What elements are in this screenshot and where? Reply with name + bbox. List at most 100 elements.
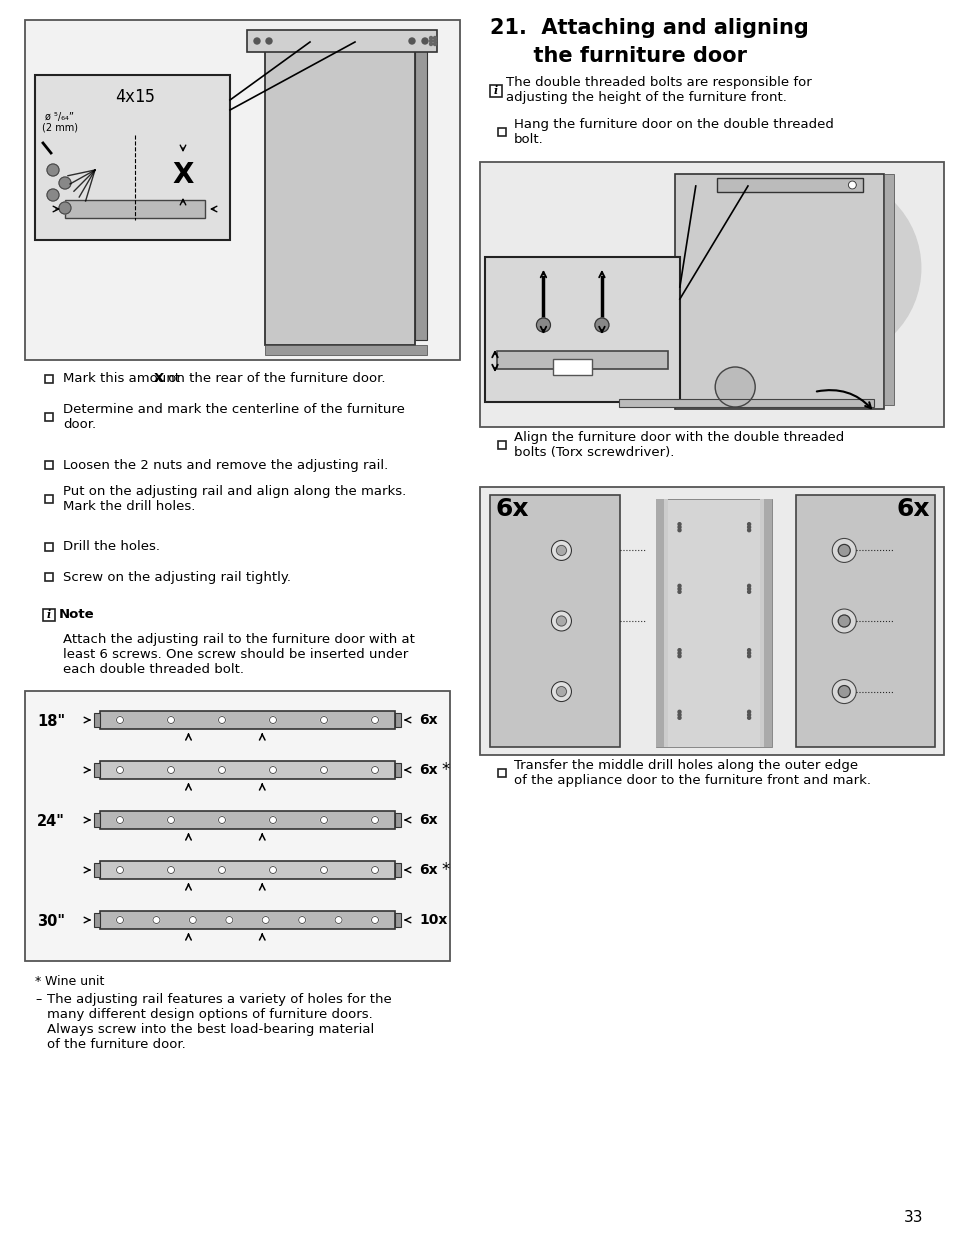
Bar [65,200,205,219]
Bar [395,913,400,927]
Circle shape [269,716,276,724]
Text: The adjusting rail features a variety of holes for the
many different design opt: The adjusting rail features a variety of… [47,993,392,1051]
Text: 18": 18" [37,714,65,729]
Circle shape [335,916,342,924]
Bar [45,412,53,421]
Bar [479,162,943,427]
Circle shape [747,590,750,593]
Text: 6x: 6x [418,863,437,877]
Bar [490,495,619,747]
Text: Wine unit: Wine unit [45,974,104,988]
Circle shape [551,682,571,701]
Bar [663,499,668,747]
Text: ø ⁵/₆₄”: ø ⁵/₆₄” [46,112,74,122]
Text: 6x: 6x [418,713,437,727]
Bar [45,543,53,551]
Bar [484,257,679,403]
Bar [795,495,934,747]
Circle shape [678,714,680,716]
Circle shape [551,611,571,631]
Bar [25,20,459,359]
Text: on the rear of the furniture door.: on the rear of the furniture door. [164,373,385,385]
Bar [479,487,943,755]
Bar [100,811,395,829]
Circle shape [320,767,327,773]
Text: 24": 24" [37,814,65,829]
Circle shape [536,317,550,332]
Text: 4x15: 4x15 [115,88,154,106]
Circle shape [747,716,750,719]
Circle shape [433,40,436,42]
Bar [497,769,505,777]
Circle shape [218,867,225,873]
Circle shape [433,37,436,40]
Circle shape [116,767,123,773]
Circle shape [429,40,432,42]
Circle shape [747,584,750,588]
Bar [618,399,874,408]
Circle shape [429,42,432,46]
Circle shape [747,588,750,590]
Bar [763,499,772,747]
Bar [25,692,450,961]
Bar [94,813,100,827]
Circle shape [831,538,856,562]
Text: Drill the holes.: Drill the holes. [63,541,160,553]
Circle shape [116,816,123,824]
Bar [490,85,501,98]
Circle shape [116,867,123,873]
Circle shape [371,916,378,924]
Circle shape [678,529,680,532]
Bar [497,351,667,369]
Text: The double threaded bolts are responsible for
adjusting the height of the furnit: The double threaded bolts are responsibl… [505,77,811,104]
Circle shape [433,42,436,46]
Circle shape [253,38,260,44]
Circle shape [371,867,378,873]
Circle shape [847,182,856,189]
Circle shape [409,38,415,44]
Circle shape [320,716,327,724]
Circle shape [747,710,750,714]
Bar [247,30,436,52]
Text: *: * [35,974,41,988]
Circle shape [371,767,378,773]
Bar [45,461,53,469]
Circle shape [747,522,750,526]
Bar [265,35,415,345]
Text: i: i [47,610,51,620]
Bar [716,178,862,191]
Circle shape [429,37,432,40]
Text: X: X [172,161,193,189]
Text: 6x: 6x [418,813,437,827]
Bar [395,813,400,827]
Circle shape [838,615,849,627]
Text: –: – [35,993,41,1007]
Circle shape [59,177,71,189]
Circle shape [831,679,856,704]
Circle shape [678,584,680,588]
Circle shape [189,916,196,924]
Text: Transfer the middle drill holes along the outer edge
of the appliance door to th: Transfer the middle drill holes along th… [514,760,870,787]
Circle shape [556,616,566,626]
Circle shape [218,767,225,773]
Bar [656,499,772,747]
Circle shape [556,687,566,697]
Circle shape [747,648,750,652]
Text: Loosen the 2 nuts and remove the adjusting rail.: Loosen the 2 nuts and remove the adjusti… [63,458,388,472]
Text: Align the furniture door with the double threaded
bolts (Torx screwdriver).: Align the furniture door with the double… [514,431,843,459]
Circle shape [678,710,680,714]
Circle shape [747,529,750,532]
Circle shape [838,545,849,557]
Circle shape [168,767,174,773]
Text: 21.  Attaching and aligning: 21. Attaching and aligning [490,19,808,38]
Text: 6x: 6x [418,763,437,777]
Bar [94,863,100,877]
Circle shape [678,526,680,529]
Bar [45,495,53,503]
Bar [415,35,427,340]
Text: Note: Note [59,609,94,621]
Text: 30": 30" [37,914,65,929]
Circle shape [269,867,276,873]
Text: 33: 33 [903,1209,923,1224]
Circle shape [838,685,849,698]
